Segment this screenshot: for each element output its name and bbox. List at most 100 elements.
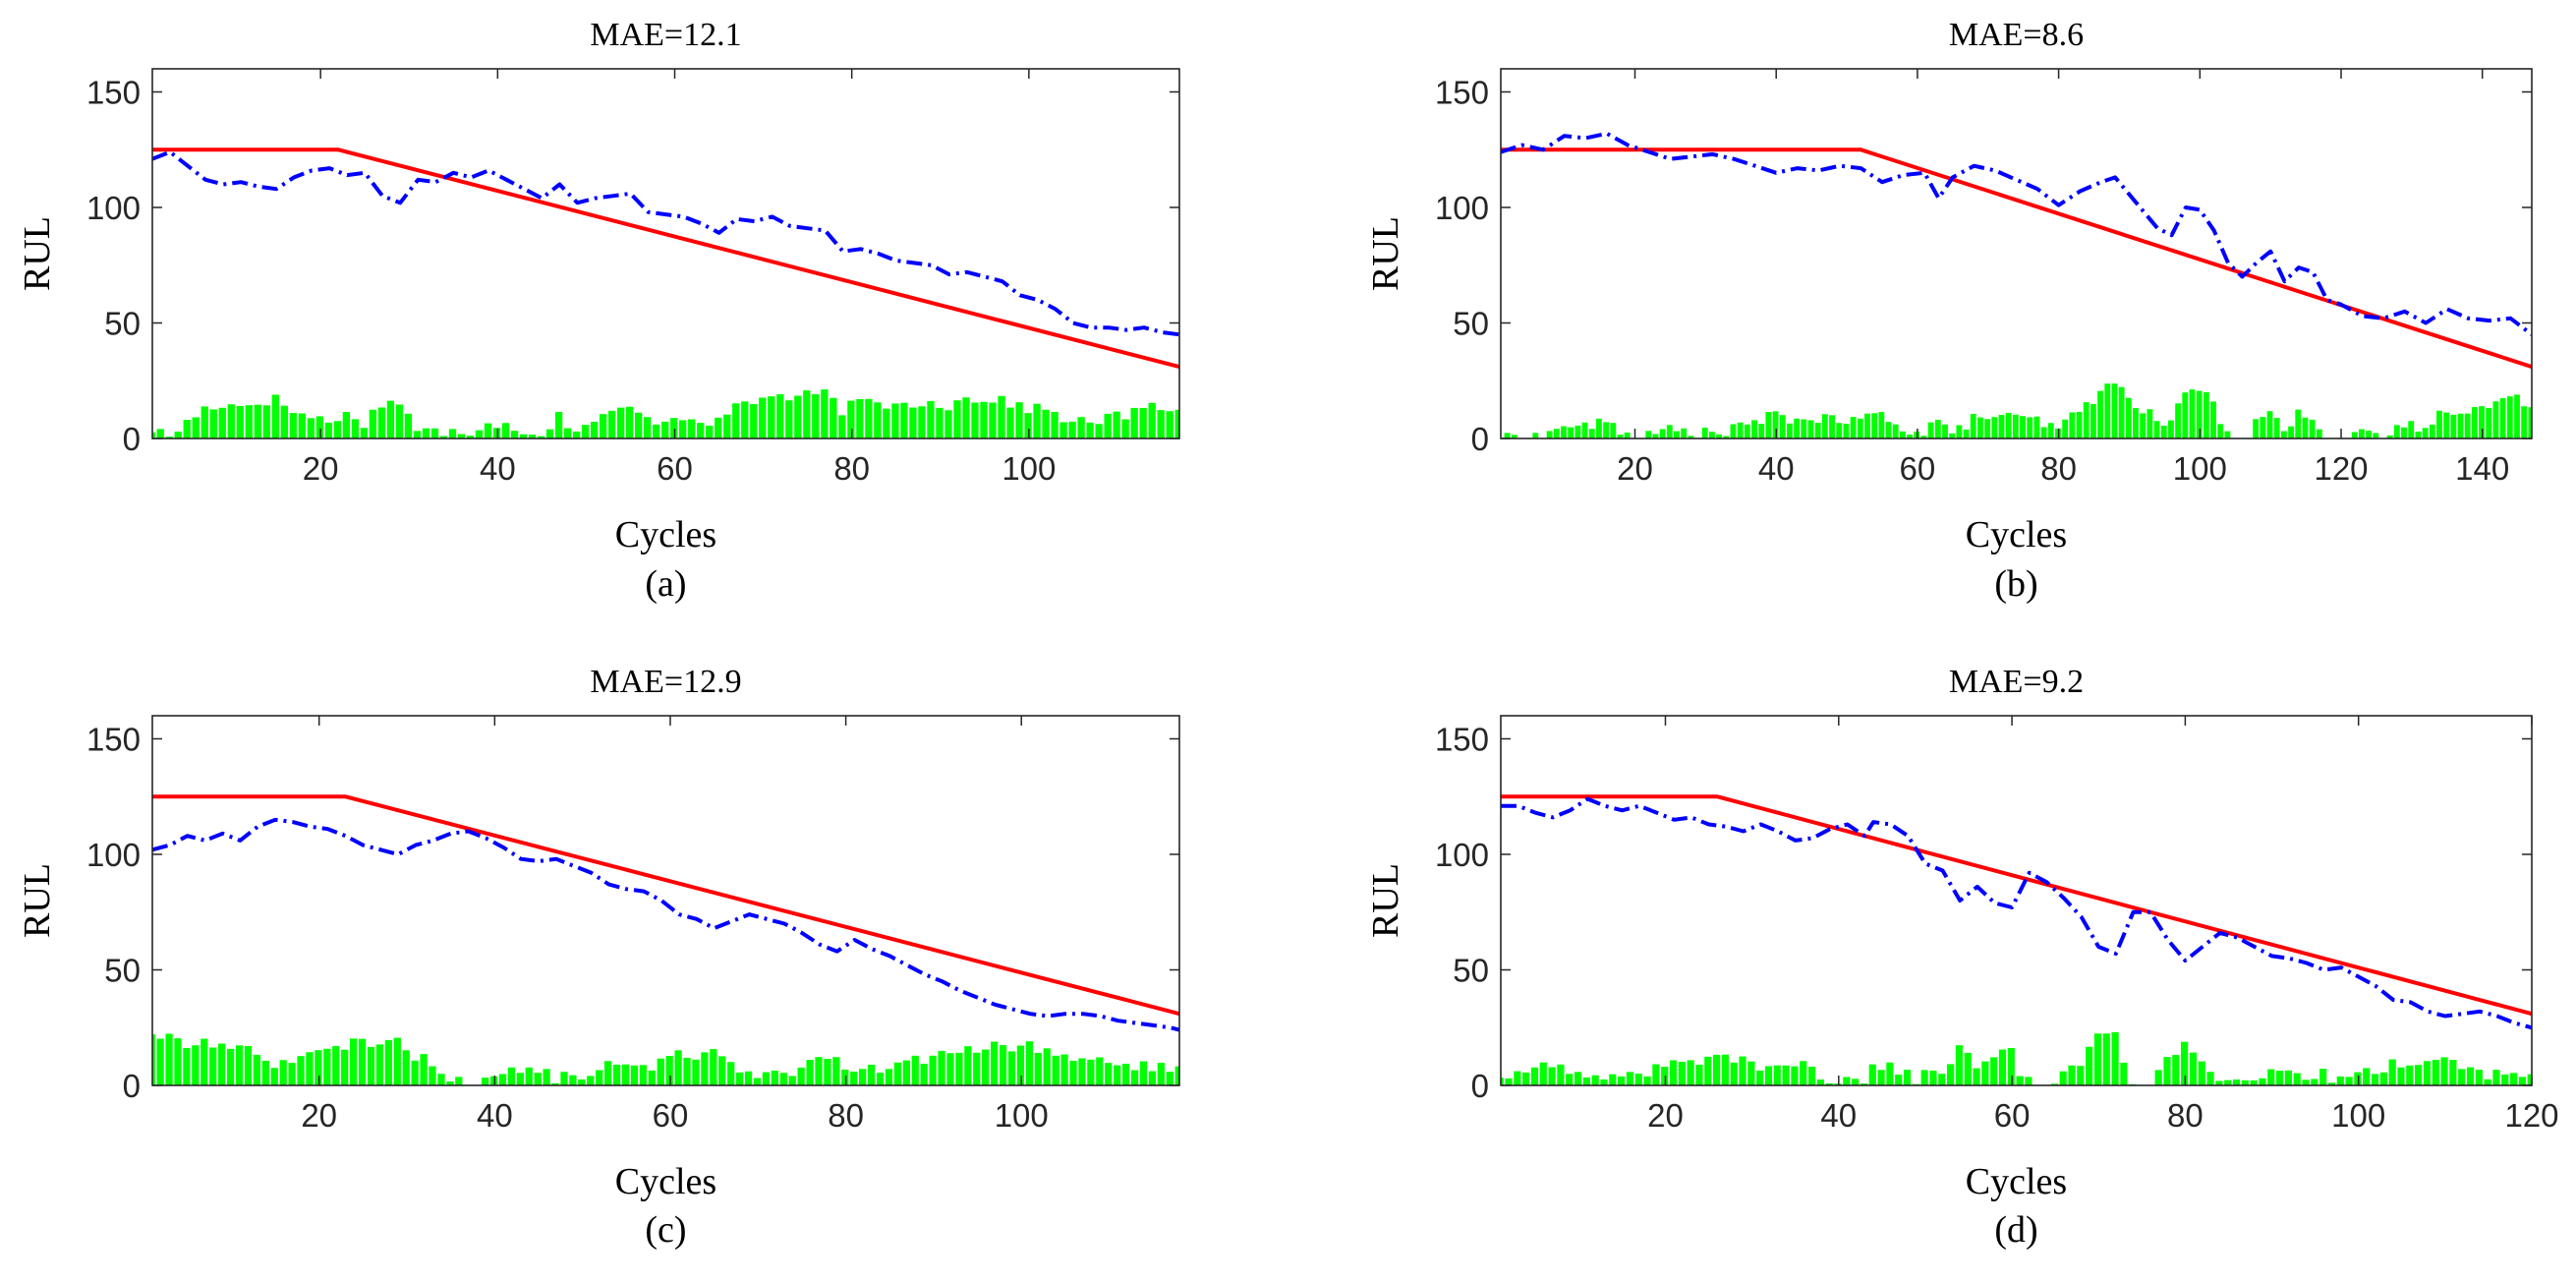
ae-bar (1688, 436, 1694, 438)
ae-bar (174, 431, 182, 438)
ae-bar (183, 1047, 191, 1085)
ae-bar (2415, 432, 2422, 438)
ae-bar (2189, 1052, 2198, 1085)
ae-bar (1068, 421, 1076, 438)
ae-bar (1007, 1051, 1016, 1085)
ae-bar (437, 1074, 445, 1085)
ae-bar (815, 1057, 823, 1085)
ae-bar (1730, 1062, 1738, 1085)
ae-bar (1052, 1055, 1059, 1085)
ae-bar (2393, 425, 2400, 438)
ae-bar (1114, 1065, 1121, 1085)
ae-bar (2479, 406, 2485, 438)
ae-bar (718, 1056, 726, 1085)
x-tick-label: 100 (995, 1097, 1049, 1134)
ae-bar (1801, 419, 1807, 438)
ae-bar (1069, 1060, 1077, 1085)
ae-bar (1860, 1083, 1868, 1085)
ae-bar (174, 1038, 182, 1085)
ae-bar (2284, 1070, 2292, 1085)
ae-bar (1626, 1072, 1634, 1085)
ae-bar (2217, 424, 2224, 438)
ae-bar (2302, 417, 2309, 438)
ae-bar (938, 1050, 945, 1085)
y-tick-label: 100 (1435, 190, 1489, 226)
ae-bar (2198, 1061, 2205, 1085)
ae-bar (768, 396, 775, 438)
ae-bar (2232, 1079, 2241, 1085)
ae-bar (1791, 1066, 1799, 1085)
ae-bar (2408, 421, 2415, 438)
x-tick-label: 100 (2173, 450, 2227, 487)
ae-bar (604, 1061, 612, 1085)
ae-bar (235, 1045, 244, 1085)
ae-bar (569, 1075, 577, 1085)
x-tick-label: 80 (833, 450, 870, 487)
panel-b: MAE=8.6 RUL Cycles (b) PRARAE 0501001502… (1365, 17, 2533, 605)
ae-bar (1907, 435, 1914, 438)
ae-bar (350, 1038, 358, 1085)
ae-bar (1920, 436, 1927, 438)
ae-bar (1739, 1056, 1746, 1085)
y-tick-label: 50 (104, 306, 141, 342)
ae-bar (2423, 1061, 2432, 1085)
ae-bar (2475, 1070, 2483, 1085)
ae-bar (563, 428, 572, 438)
ae-bar (2181, 1041, 2189, 1085)
ae-bar (1634, 1074, 1642, 1085)
panel-a: MAE=12.1 RUL Cycles (a) PRARAE 050100150… (17, 17, 1180, 605)
ae-bar (2510, 1073, 2518, 1085)
x-tick-label: 80 (828, 1097, 864, 1134)
ar-line (152, 794, 1179, 1017)
ae-bar (572, 431, 581, 438)
ae-bar (2366, 431, 2373, 438)
ae-bar (341, 1049, 349, 1085)
ae-bar (1871, 413, 1878, 438)
ae-bar (2215, 1080, 2223, 1085)
ae-bar (688, 419, 696, 438)
ae-bar (1920, 1070, 1928, 1085)
ae-bar (1864, 413, 1870, 438)
ae-bar (1588, 429, 1595, 438)
ae-bar (1981, 1061, 1989, 1085)
ae-bar (1600, 1079, 1608, 1085)
ae-bar (2259, 1078, 2266, 1085)
ae-bar (657, 1058, 664, 1085)
plot-title: MAE=12.1 (590, 17, 741, 53)
ae-bar (1716, 434, 1723, 438)
ae-bar (2016, 1076, 2024, 1085)
ae-bar (2293, 1073, 2301, 1085)
y-tick-label: 50 (1453, 306, 1489, 342)
x-tick-label: 20 (303, 450, 339, 487)
ae-bar (323, 1048, 331, 1085)
ae-bar (2133, 408, 2139, 438)
ae-bar (599, 414, 607, 438)
x-axis-label: Cycles (1966, 514, 2067, 555)
ae-bar (1990, 1057, 1998, 1085)
ae-bar (697, 423, 705, 438)
ae-bar (750, 404, 758, 438)
ae-bar (156, 429, 164, 438)
ae-bar (2397, 1067, 2405, 1085)
ae-bar (411, 1060, 419, 1085)
ae-bar (1814, 423, 1821, 438)
ae-bar (1852, 1079, 1860, 1085)
ae-bar (1624, 432, 1631, 438)
ae-bar (2266, 411, 2273, 438)
ae-bar (2086, 1046, 2093, 1085)
ae-bar (1857, 418, 1863, 438)
ae-bar (298, 413, 306, 438)
ae-bar (218, 1043, 226, 1085)
ae-bar (661, 421, 669, 438)
ae-bar (560, 1072, 568, 1085)
ae-bar (1885, 422, 1892, 438)
ae-bar (1553, 429, 1560, 438)
ae-bar (1807, 1067, 1816, 1085)
ae-bar (156, 1038, 164, 1085)
ae-bar (2432, 1060, 2439, 1085)
ae-bar (519, 434, 528, 438)
ae-bar (2120, 1062, 2128, 1085)
ae-bar (779, 1073, 787, 1085)
ae-bar (2083, 402, 2089, 438)
x-tick-label: 20 (1647, 1097, 1684, 1134)
